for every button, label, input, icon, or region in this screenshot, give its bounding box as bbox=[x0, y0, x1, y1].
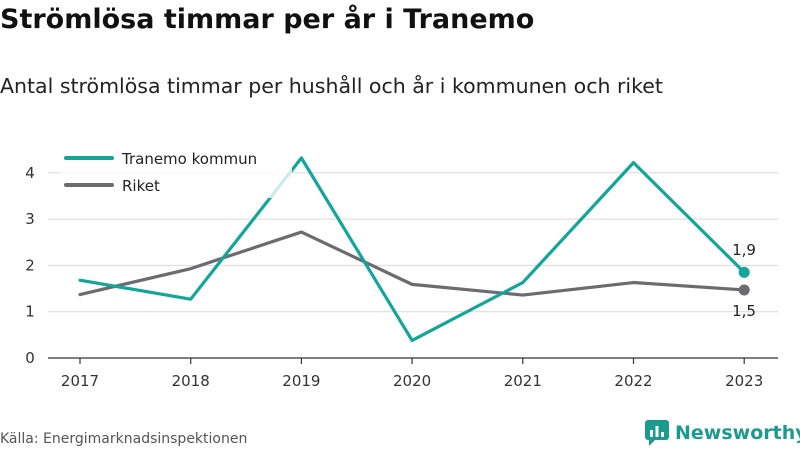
x-tick-label: 2023 bbox=[725, 372, 763, 390]
x-tick-label: 2020 bbox=[393, 372, 431, 390]
newsworthy-logo-text: Newsworthy bbox=[675, 422, 800, 444]
y-tick-label: 3 bbox=[25, 210, 35, 228]
y-tick-label: 0 bbox=[25, 349, 35, 367]
x-tick-label: 2017 bbox=[61, 372, 99, 390]
x-tick-label: 2022 bbox=[614, 372, 652, 390]
end-label-tranemo: 1,9 bbox=[732, 241, 756, 259]
line-chart: 0 1 2 3 4 2017 2018 2019 2020 2021 2022 2023 Trane… bbox=[25, 146, 778, 390]
legend-label-riket: Riket bbox=[122, 177, 160, 195]
end-point-tranemo bbox=[738, 266, 750, 278]
y-tick-label: 4 bbox=[25, 164, 35, 182]
x-axis: 2017 2018 2019 2020 2021 2022 2023 bbox=[48, 357, 778, 390]
x-tick-label: 2018 bbox=[172, 372, 210, 390]
end-label-riket: 1,5 bbox=[732, 302, 756, 320]
legend: Tranemo kommun Riket bbox=[60, 146, 292, 198]
newsworthy-logo-icon bbox=[645, 420, 669, 446]
chart-subtitle: Antal strömlösa timmar per hushåll och å… bbox=[0, 74, 663, 98]
series-lines bbox=[78, 156, 750, 343]
y-axis-ticks: 0 1 2 3 4 bbox=[25, 164, 35, 367]
legend-label-tranemo: Tranemo kommun bbox=[121, 150, 257, 168]
legend-background bbox=[60, 146, 292, 198]
series-line-riket bbox=[78, 230, 746, 297]
newsworthy-logo[interactable]: Newsworthy bbox=[645, 419, 800, 447]
y-tick-label: 1 bbox=[25, 303, 35, 321]
x-tick-label: 2019 bbox=[282, 372, 320, 390]
x-tick-label: 2021 bbox=[504, 372, 542, 390]
end-point-riket bbox=[738, 284, 750, 296]
chart-title: Strömlösa timmar per år i Tranemo bbox=[0, 4, 535, 35]
source-note: Källa: Energimarknadsinspektionen bbox=[0, 431, 248, 447]
y-tick-label: 2 bbox=[25, 256, 35, 274]
series-line-tranemo bbox=[78, 156, 746, 343]
